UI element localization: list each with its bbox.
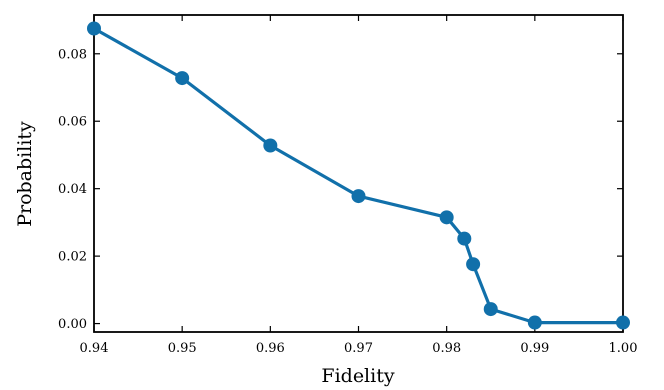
series-layer — [87, 21, 630, 330]
x-tick-labels: 0.94 0.95 0.96 0.97 0.98 0.99 1.00 — [80, 341, 638, 356]
series-line — [93, 27, 623, 325]
data-point — [483, 302, 498, 317]
y-axis-title: Probability — [14, 121, 36, 227]
data-point — [87, 21, 101, 36]
x-tick-label: 1.00 — [609, 341, 638, 356]
data-point — [527, 315, 542, 330]
x-tick-label: 0.95 — [168, 341, 197, 356]
y-tick-label: 0.04 — [58, 182, 87, 197]
plot-frame — [93, 14, 624, 333]
y-tick-label: 0.06 — [58, 115, 87, 130]
x-tick-label: 0.97 — [344, 341, 373, 356]
x-tick-label: 0.98 — [432, 341, 461, 356]
data-point — [457, 231, 472, 246]
data-point — [263, 138, 278, 153]
x-tick-label: 0.99 — [520, 341, 549, 356]
x-axis-title: Fidelity — [321, 365, 394, 387]
data-point — [439, 210, 454, 225]
data-point — [175, 71, 190, 86]
data-point — [351, 189, 366, 204]
tick-marks — [93, 15, 624, 332]
data-point — [466, 257, 481, 272]
y-tick-label: 0.02 — [58, 250, 87, 265]
x-tick-label: 0.96 — [256, 341, 285, 356]
y-tick-label: 0.00 — [58, 317, 87, 332]
y-tick-label: 0.08 — [58, 47, 87, 62]
data-point — [616, 315, 630, 330]
y-tick-labels: 0.00 0.02 0.04 0.06 0.08 — [58, 47, 87, 332]
x-tick-label: 0.94 — [80, 341, 109, 356]
